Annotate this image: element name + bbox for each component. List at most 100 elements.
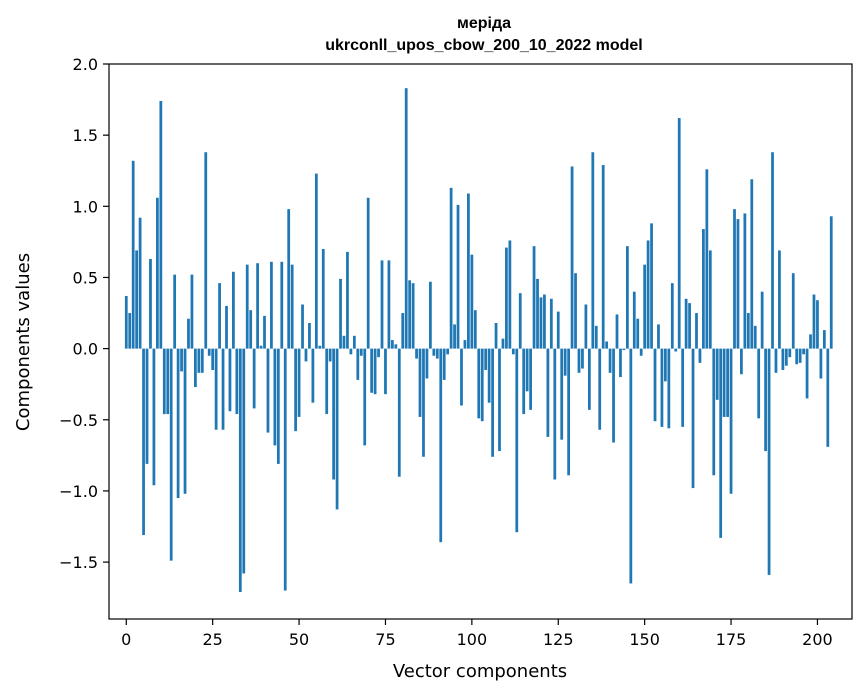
x-tick-label: 200 [802,630,833,649]
x-tick-label: 0 [121,630,131,649]
bar-44 [276,348,280,464]
bar-56 [318,345,322,349]
bar-100 [470,254,474,349]
bar-17 [183,348,187,494]
bar-118 [532,246,536,349]
bar-43 [273,348,277,446]
bar-126 [560,348,564,440]
bar-144 [622,348,626,351]
bar-112 [511,348,515,355]
bar-159 [674,348,678,352]
bar-41 [266,348,270,433]
bar-50 [297,348,301,417]
bar-3 [135,250,139,349]
bar-178 [740,348,743,375]
bar-179 [743,213,747,349]
bar-102 [477,348,481,419]
chart-title-line-2: ukrconll_upos_cbow_200_10_2022 model [325,37,642,54]
bar-88 [429,281,432,349]
bar-59 [328,348,332,362]
bar-203 [826,348,830,447]
bar-91 [439,348,443,543]
bar-84 [415,348,418,359]
bar-86 [422,348,425,457]
bar-101 [473,310,477,349]
bar-66 [352,335,356,349]
bar-196 [802,348,805,355]
bar-129 [570,166,574,349]
bar-204 [829,216,833,349]
bar-116 [525,348,529,392]
bar-109 [501,338,505,349]
bar-202 [822,330,826,349]
bar-47 [287,209,291,349]
bar-200 [816,300,819,349]
bar-21 [197,348,201,373]
bar-132 [581,348,584,369]
bar-161 [681,348,685,427]
bar-158 [670,283,674,349]
bar-76 [387,260,391,349]
bar-9 [156,197,159,349]
chart-title-line-1: меріда [457,15,511,32]
bar-189 [778,250,781,349]
bar-73 [377,348,380,358]
bar-106 [491,348,494,457]
bar-65 [349,348,353,355]
bar-93 [446,348,450,355]
bar-23 [204,152,208,349]
bar-28 [221,348,225,430]
bar-163 [688,303,691,349]
bar-6 [145,348,149,464]
bar-63 [342,335,346,349]
bar-185 [764,348,767,452]
x-axis-label: Vector components [393,661,567,682]
x-tick-label: 100 [457,630,488,649]
bar-124 [553,348,557,480]
bar-78 [394,344,398,349]
bar-120 [539,297,543,349]
bar-8 [152,348,156,486]
x-tick-label: 75 [375,630,395,649]
bar-14 [173,274,177,349]
bar-138 [601,165,605,349]
bar-131 [577,348,581,373]
bar-149 [639,348,643,356]
bar-74 [380,260,384,349]
bar-98 [463,340,467,349]
bar-107 [494,323,498,349]
bar-62 [339,278,342,349]
bar-135 [591,152,595,349]
bar-162 [684,298,688,349]
bar-136 [594,325,598,349]
bar-104 [484,348,488,370]
bar-122 [546,348,550,437]
bar-164 [691,348,695,489]
bar-77 [390,340,394,349]
bar-141 [612,348,615,443]
bar-191 [784,348,788,366]
bar-125 [556,311,560,349]
bar-48 [290,264,294,349]
bar-195 [798,348,802,363]
bar-72 [373,348,377,395]
bar-2 [131,160,135,349]
bar-18 [187,318,190,349]
bar-143 [619,348,622,378]
bar-20 [194,348,197,388]
bar-90 [435,348,439,359]
bar-67 [356,348,360,380]
bar-168 [705,169,709,349]
bar-154 [657,324,660,349]
bar-64 [346,251,349,349]
bar-10 [159,101,163,349]
bar-95 [453,324,456,349]
bar-176 [733,209,736,349]
bar-87 [425,348,429,379]
x-tick-label: 25 [202,630,222,649]
bar-160 [677,118,681,349]
bar-145 [625,246,629,349]
bar-115 [522,348,526,415]
bar-33 [238,348,242,592]
bar-25 [211,348,215,370]
